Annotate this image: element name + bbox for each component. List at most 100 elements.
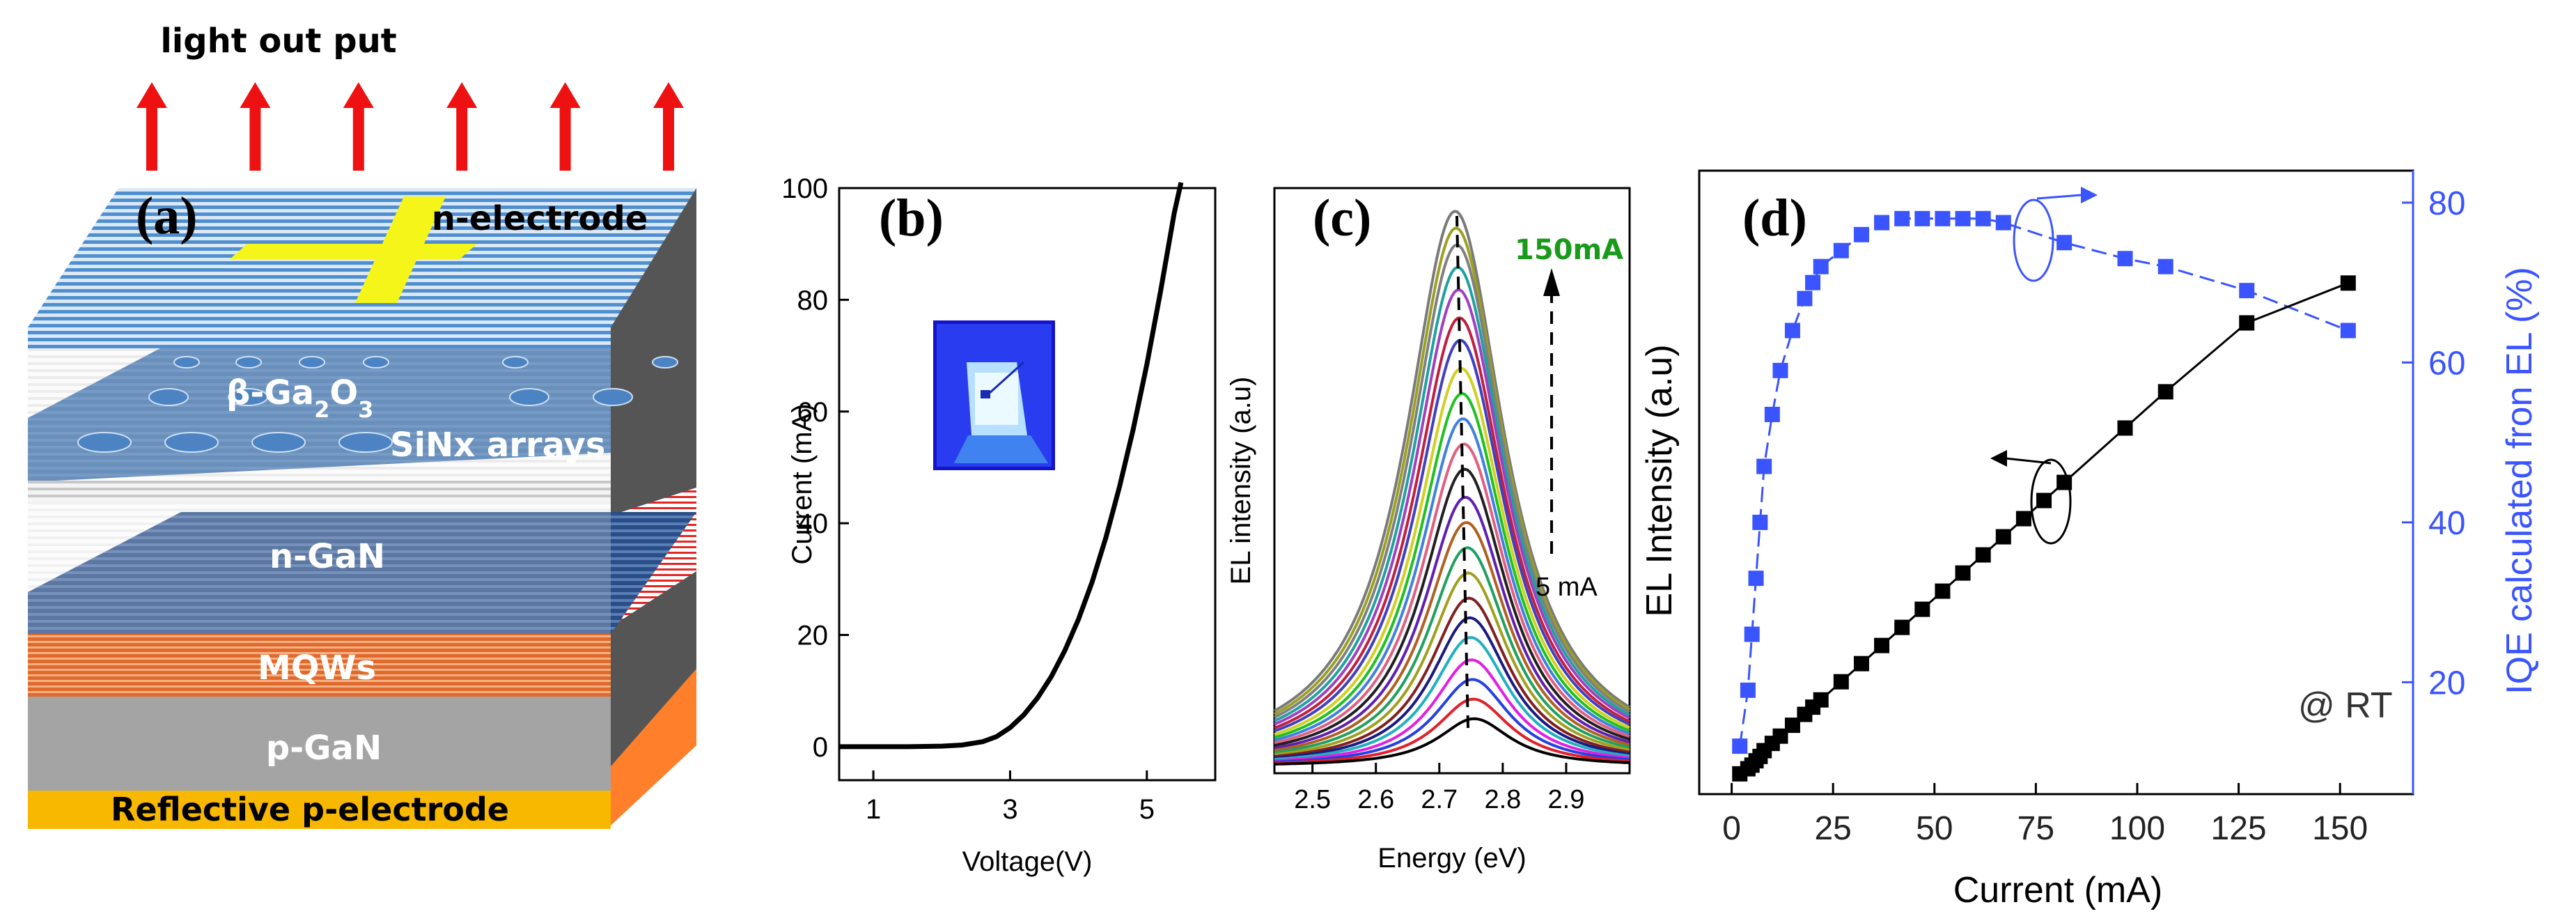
light-arrow [136,82,167,171]
panel-d-y2tick-label: 20 [2428,665,2465,701]
el-spectrum-curve [1274,265,1630,722]
iqe-point [1764,406,1780,422]
panel-d-right-y-ticks: 20 40 60 80 [2402,185,2465,701]
el-intensity-point [2239,315,2255,331]
reflective-electrode-label: Reflective p-electrode [111,791,509,828]
iqe-point [2117,251,2133,267]
n-electrode-label: n-electrode [432,199,648,238]
el-intensity-point [1894,619,1910,635]
el-intensity-point [1833,674,1849,690]
n-electrode-bar [230,244,477,259]
el-spectrum-curve [1274,417,1630,742]
iqe-point [1914,210,1930,226]
iv-curve [839,182,1184,750]
pgan-label: p-GaN [266,729,382,768]
ga2o3-front-stripes [28,348,611,481]
iqe-points [1732,210,2356,754]
el-spectrum-curve [1274,366,1630,736]
panel-c-xtick-label: 2.6 [1357,785,1394,814]
panel-d-left-ylabel: EL Intensity (a.u) [1639,344,1680,616]
el-spectrum-curve [1274,658,1630,763]
light-arrow [549,82,581,171]
panel-c-xtick-label: 2.5 [1294,785,1331,814]
peak-shift-dashed-line [1455,215,1469,729]
el-intensity-point [2036,492,2052,509]
el-spectrum-curve [1274,521,1630,752]
iqe-point [1797,290,1813,307]
panel-d-xtick-label: 25 [1814,810,1851,847]
el-intensity-points [1732,275,2356,782]
panel-d-y2tick-label: 60 [2428,345,2465,382]
panel-b-xtick-label: 1 [866,794,881,825]
el-intensity-point [1853,656,1869,672]
iqe-point [1748,571,1764,587]
el-intensity-point [1813,692,1829,708]
panel-d-xtick-label: 125 [2211,810,2267,847]
ngan-front-stripes [28,502,611,634]
panel-a-label: (a) [136,187,198,245]
light-output-arrows [136,82,684,171]
panel-d-xtick-label: 100 [2109,810,2165,847]
iqe-point [1955,210,1971,226]
panel-b-xlabel: Voltage(V) [962,846,1093,877]
el-spectrum-curve [1274,495,1630,750]
el-intensity-point [2015,511,2031,527]
iqe-point [2157,258,2173,274]
side-face [611,188,696,770]
el-spectrum-curve [1274,226,1631,715]
iqe-point [1833,242,1849,258]
panel-d-right-ylabel: IQE calculated fron EL (%) [2499,267,2540,695]
iqe-point [1732,738,1748,754]
el-spectrum-curve [1274,546,1630,754]
panel-b-y-ticks: 0 20 40 60 80 100 [781,173,849,763]
iqe-point [1805,274,1821,290]
panel-d-xtick-label: 0 [1722,810,1741,847]
el-spectrum-curve [1274,339,1630,733]
spacer-layer [28,481,611,502]
emission-inset-photo [933,320,1055,470]
iqe-point [1894,210,1910,226]
el-spectrum-curve [1274,316,1630,729]
panel-b-label: (b) [879,189,944,247]
panel-c-xtick-label: 2.9 [1548,785,1585,814]
el-spectrum-curve [1274,243,1631,719]
el-axis-indicator [1990,450,2072,545]
el-spectrum-curve [1274,678,1630,763]
el-spectra-curves [1273,210,1631,766]
panel-d-xtick-label: 150 [2312,810,2368,847]
panel-d-xtick-label: 50 [1916,810,1953,847]
el-spectrum-curve [1274,616,1630,759]
panel-c-xlabel: Energy (eV) [1377,843,1526,874]
el-intensity-line [1739,281,2349,775]
el-intensity-point [1784,718,1800,734]
el-intensity-point [2340,275,2356,291]
el-spectrum-curve [1274,391,1630,739]
panel-d-xtick-label: 75 [2017,810,2054,847]
panel-c-xtick-label: 2.7 [1421,785,1458,814]
iqe-point [1874,215,1890,231]
iqe-point [1935,210,1951,226]
reflective-electrode-layer [28,791,611,829]
current-increase-arrowhead [1543,268,1560,296]
panel-b-xtick-label: 3 [1002,794,1017,825]
panel-c-frame [1273,187,1631,775]
el-intensity-point [1935,583,1951,599]
iqe-axis-indicator [2013,187,2098,282]
panel-c-x-ticks: 2.5 2.6 2.7 2.8 2.9 [1294,763,1584,814]
mqw-layer [28,634,611,697]
light-arrow [343,82,374,171]
light-arrow [653,82,684,171]
iqe-point [1975,210,1991,226]
iqe-point [2340,323,2356,339]
el-intensity-point [1975,547,1991,563]
sinx-array-cylinders [77,356,678,453]
iqe-dashed-line [1738,217,2349,747]
light-arrow [240,82,271,171]
iqe-point [1756,458,1772,474]
iqe-point [2239,283,2255,299]
el-spectrum-curve [1274,596,1630,758]
el-spectrum-curve [1274,717,1630,766]
room-temperature-annotation: @ RT [2298,685,2393,726]
el-intensity-point [1874,637,1890,653]
